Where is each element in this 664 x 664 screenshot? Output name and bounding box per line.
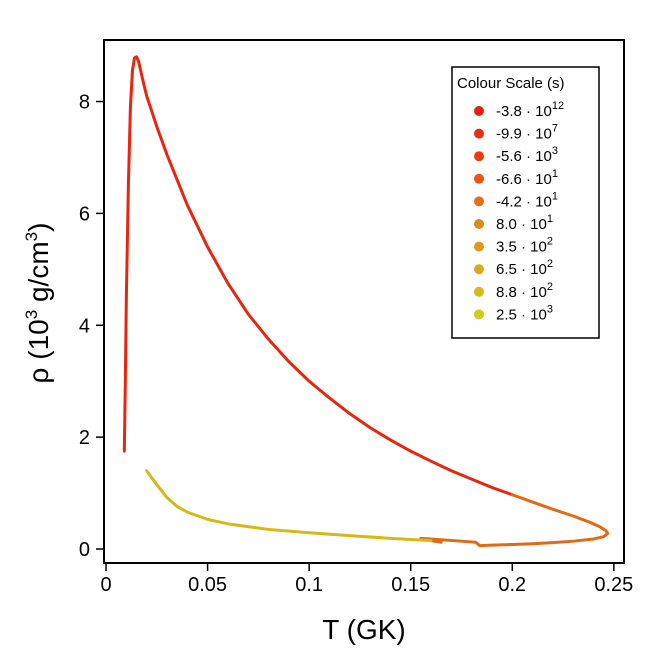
legend-marker (474, 219, 484, 229)
legend-marker (474, 128, 484, 139)
legend-title: Colour Scale (s) (457, 75, 565, 92)
y-tick-label: 4 (79, 315, 90, 337)
x-tick-label: 0 (100, 574, 111, 596)
legend-label: 8.0 · 101 (496, 213, 553, 233)
x-axis-label: T (GK) (322, 614, 405, 645)
legend-marker (474, 173, 484, 184)
y-tick-label: 0 (79, 539, 90, 561)
x-tick-label: 0.1 (295, 574, 323, 596)
curve-cooling-branch (122, 55, 514, 497)
curve-hot-turnaround (419, 493, 610, 548)
legend-label: -9.9 · 107 (496, 123, 558, 143)
x-tick-label: 0.05 (188, 574, 227, 596)
y-tick-label: 6 (79, 203, 90, 225)
legend-marker (474, 151, 484, 162)
legend-entries: -3.8 · 1012 -9.9 · 107-5.6 · 103 -6.6 · 10… (474, 100, 564, 323)
x-tick-label: 0.15 (391, 574, 430, 596)
data-curves (122, 55, 610, 548)
legend-marker (474, 286, 484, 297)
x-axis-ticks: 0 0.05 0.1 0.15 0.2 0.25 (100, 563, 633, 596)
legend-label: -5.6 · 103 (496, 145, 558, 165)
legend-marker (474, 309, 484, 320)
curve-expansion-branch (145, 469, 433, 543)
legend-marker (474, 264, 484, 275)
legend-label: -3.8 · 1012 (496, 100, 564, 120)
y-tick-label: 2 (79, 427, 90, 449)
y-axis-label: ρ (103 g/cm3) (22, 223, 54, 384)
legend-label: -4.2 · 101 (496, 190, 558, 210)
y-axis-ticks: 0 2 4 6 8 (79, 92, 104, 561)
legend: Colour Scale (s) -3.8 · 1012 -9.9 · 107-5… (451, 66, 600, 339)
y-tick-label: 8 (79, 92, 90, 114)
legend-label: 6.5 · 102 (496, 258, 553, 278)
legend-label: 2.5 · 103 (496, 303, 553, 323)
legend-label: -6.6 · 101 (496, 168, 558, 188)
x-tick-label: 0.25 (594, 574, 633, 596)
legend-marker (474, 106, 484, 116)
x-tick-label: 0.2 (498, 574, 526, 596)
legend-marker (474, 241, 484, 252)
legend-label: 3.5 · 102 (496, 236, 553, 256)
legend-label: 8.8 · 102 (496, 281, 553, 301)
legend-marker (474, 196, 484, 207)
